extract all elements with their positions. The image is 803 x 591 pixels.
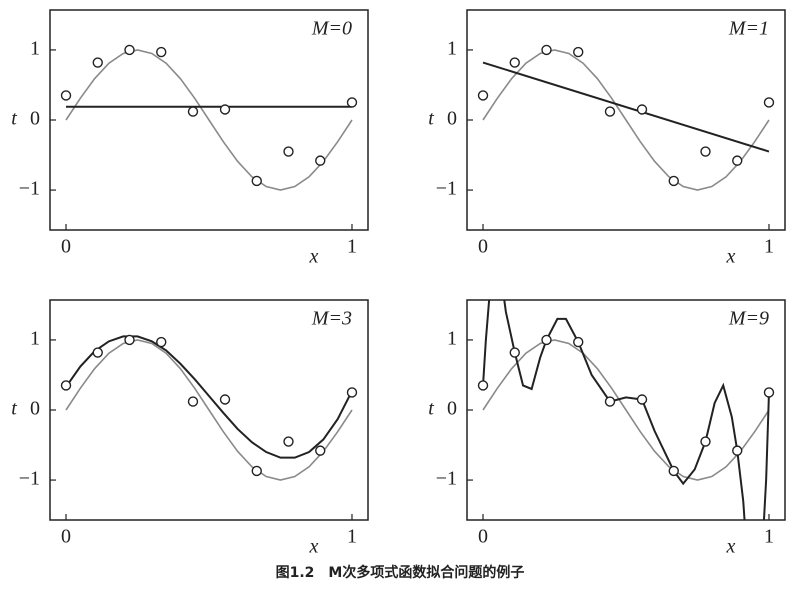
data-point <box>573 336 584 348</box>
data-point <box>315 155 326 166</box>
x-axis-label: x <box>308 536 318 558</box>
panel: −1 0 1 0 1 x t M=3 <box>11 299 369 558</box>
data-point <box>156 46 167 58</box>
curve <box>65 339 353 481</box>
data-point <box>541 334 552 346</box>
data-point <box>283 436 294 447</box>
y-tick-label: 1 <box>30 328 40 350</box>
data-point <box>251 175 262 187</box>
data-point <box>509 57 520 68</box>
data-point <box>636 104 648 115</box>
y-axis-label: t <box>428 108 434 130</box>
data-point <box>477 380 489 391</box>
data-point <box>283 146 294 157</box>
data-point <box>763 97 775 108</box>
y-tick-label: −1 <box>19 178 40 200</box>
data-point <box>346 387 358 398</box>
y-tick-label: 0 <box>30 398 40 420</box>
data-point <box>219 394 231 405</box>
data-point <box>124 44 135 56</box>
panel-title: M=3 <box>311 308 352 330</box>
data-point <box>763 387 775 398</box>
x-axis-label: x <box>308 246 318 268</box>
data-point <box>636 394 648 405</box>
x-axis-label: x <box>725 246 735 268</box>
data-point <box>509 347 520 358</box>
data-point <box>187 396 199 407</box>
x-tick-label: 1 <box>347 236 357 258</box>
y-tick-label: 1 <box>447 328 457 350</box>
data-point <box>251 465 262 477</box>
data-point <box>156 336 167 348</box>
x-tick-label: 1 <box>764 526 774 548</box>
panel: −1 0 1 0 1 x t M=9 <box>428 299 786 558</box>
data-point <box>477 90 489 101</box>
data-point <box>700 436 711 447</box>
y-tick-label: −1 <box>436 178 457 200</box>
data-point <box>541 44 552 56</box>
data-point <box>668 465 679 477</box>
y-axis-label: t <box>11 398 17 420</box>
panel: −1 0 1 0 1 x t M=1 <box>428 9 786 268</box>
data-point <box>92 347 103 358</box>
y-tick-label: 0 <box>447 398 457 420</box>
x-tick-label: 0 <box>61 236 71 258</box>
curve <box>482 339 770 481</box>
data-point <box>700 146 711 157</box>
y-tick-label: −1 <box>436 468 457 490</box>
figure-caption: 图1.2 M次多项式函数拟合问题的例子 <box>276 564 525 581</box>
x-tick-label: 1 <box>764 236 774 258</box>
curve <box>482 61 770 153</box>
data-point <box>60 90 72 101</box>
curve <box>482 49 770 191</box>
data-point <box>219 104 231 115</box>
data-point <box>346 97 358 108</box>
data-point <box>187 106 199 117</box>
y-tick-label: 1 <box>30 38 40 60</box>
data-point <box>668 175 679 187</box>
x-tick-label: 0 <box>478 236 488 258</box>
y-axis-label: t <box>11 108 17 130</box>
y-tick-label: −1 <box>19 468 40 490</box>
data-point <box>60 380 72 391</box>
curve <box>65 49 353 191</box>
data-point <box>92 57 103 68</box>
x-tick-label: 0 <box>478 526 488 548</box>
x-axis-label: x <box>725 536 735 558</box>
curve <box>65 335 353 459</box>
data-point <box>604 396 616 407</box>
data-point <box>732 155 743 166</box>
data-point <box>124 334 135 346</box>
panel: −1 0 1 0 1 x t M=0 <box>11 9 369 268</box>
x-tick-label: 0 <box>61 526 71 548</box>
panel-title: M=9 <box>728 308 769 330</box>
y-tick-label: 0 <box>30 108 40 130</box>
x-tick-label: 1 <box>347 526 357 548</box>
data-point <box>573 46 584 58</box>
y-axis-label: t <box>428 398 434 420</box>
data-point <box>732 445 743 456</box>
data-point <box>604 106 616 117</box>
panel-title: M=0 <box>311 18 352 40</box>
data-point <box>315 445 326 456</box>
y-tick-label: 1 <box>447 38 457 60</box>
y-tick-label: 0 <box>447 108 457 130</box>
panel-title: M=1 <box>728 18 769 40</box>
